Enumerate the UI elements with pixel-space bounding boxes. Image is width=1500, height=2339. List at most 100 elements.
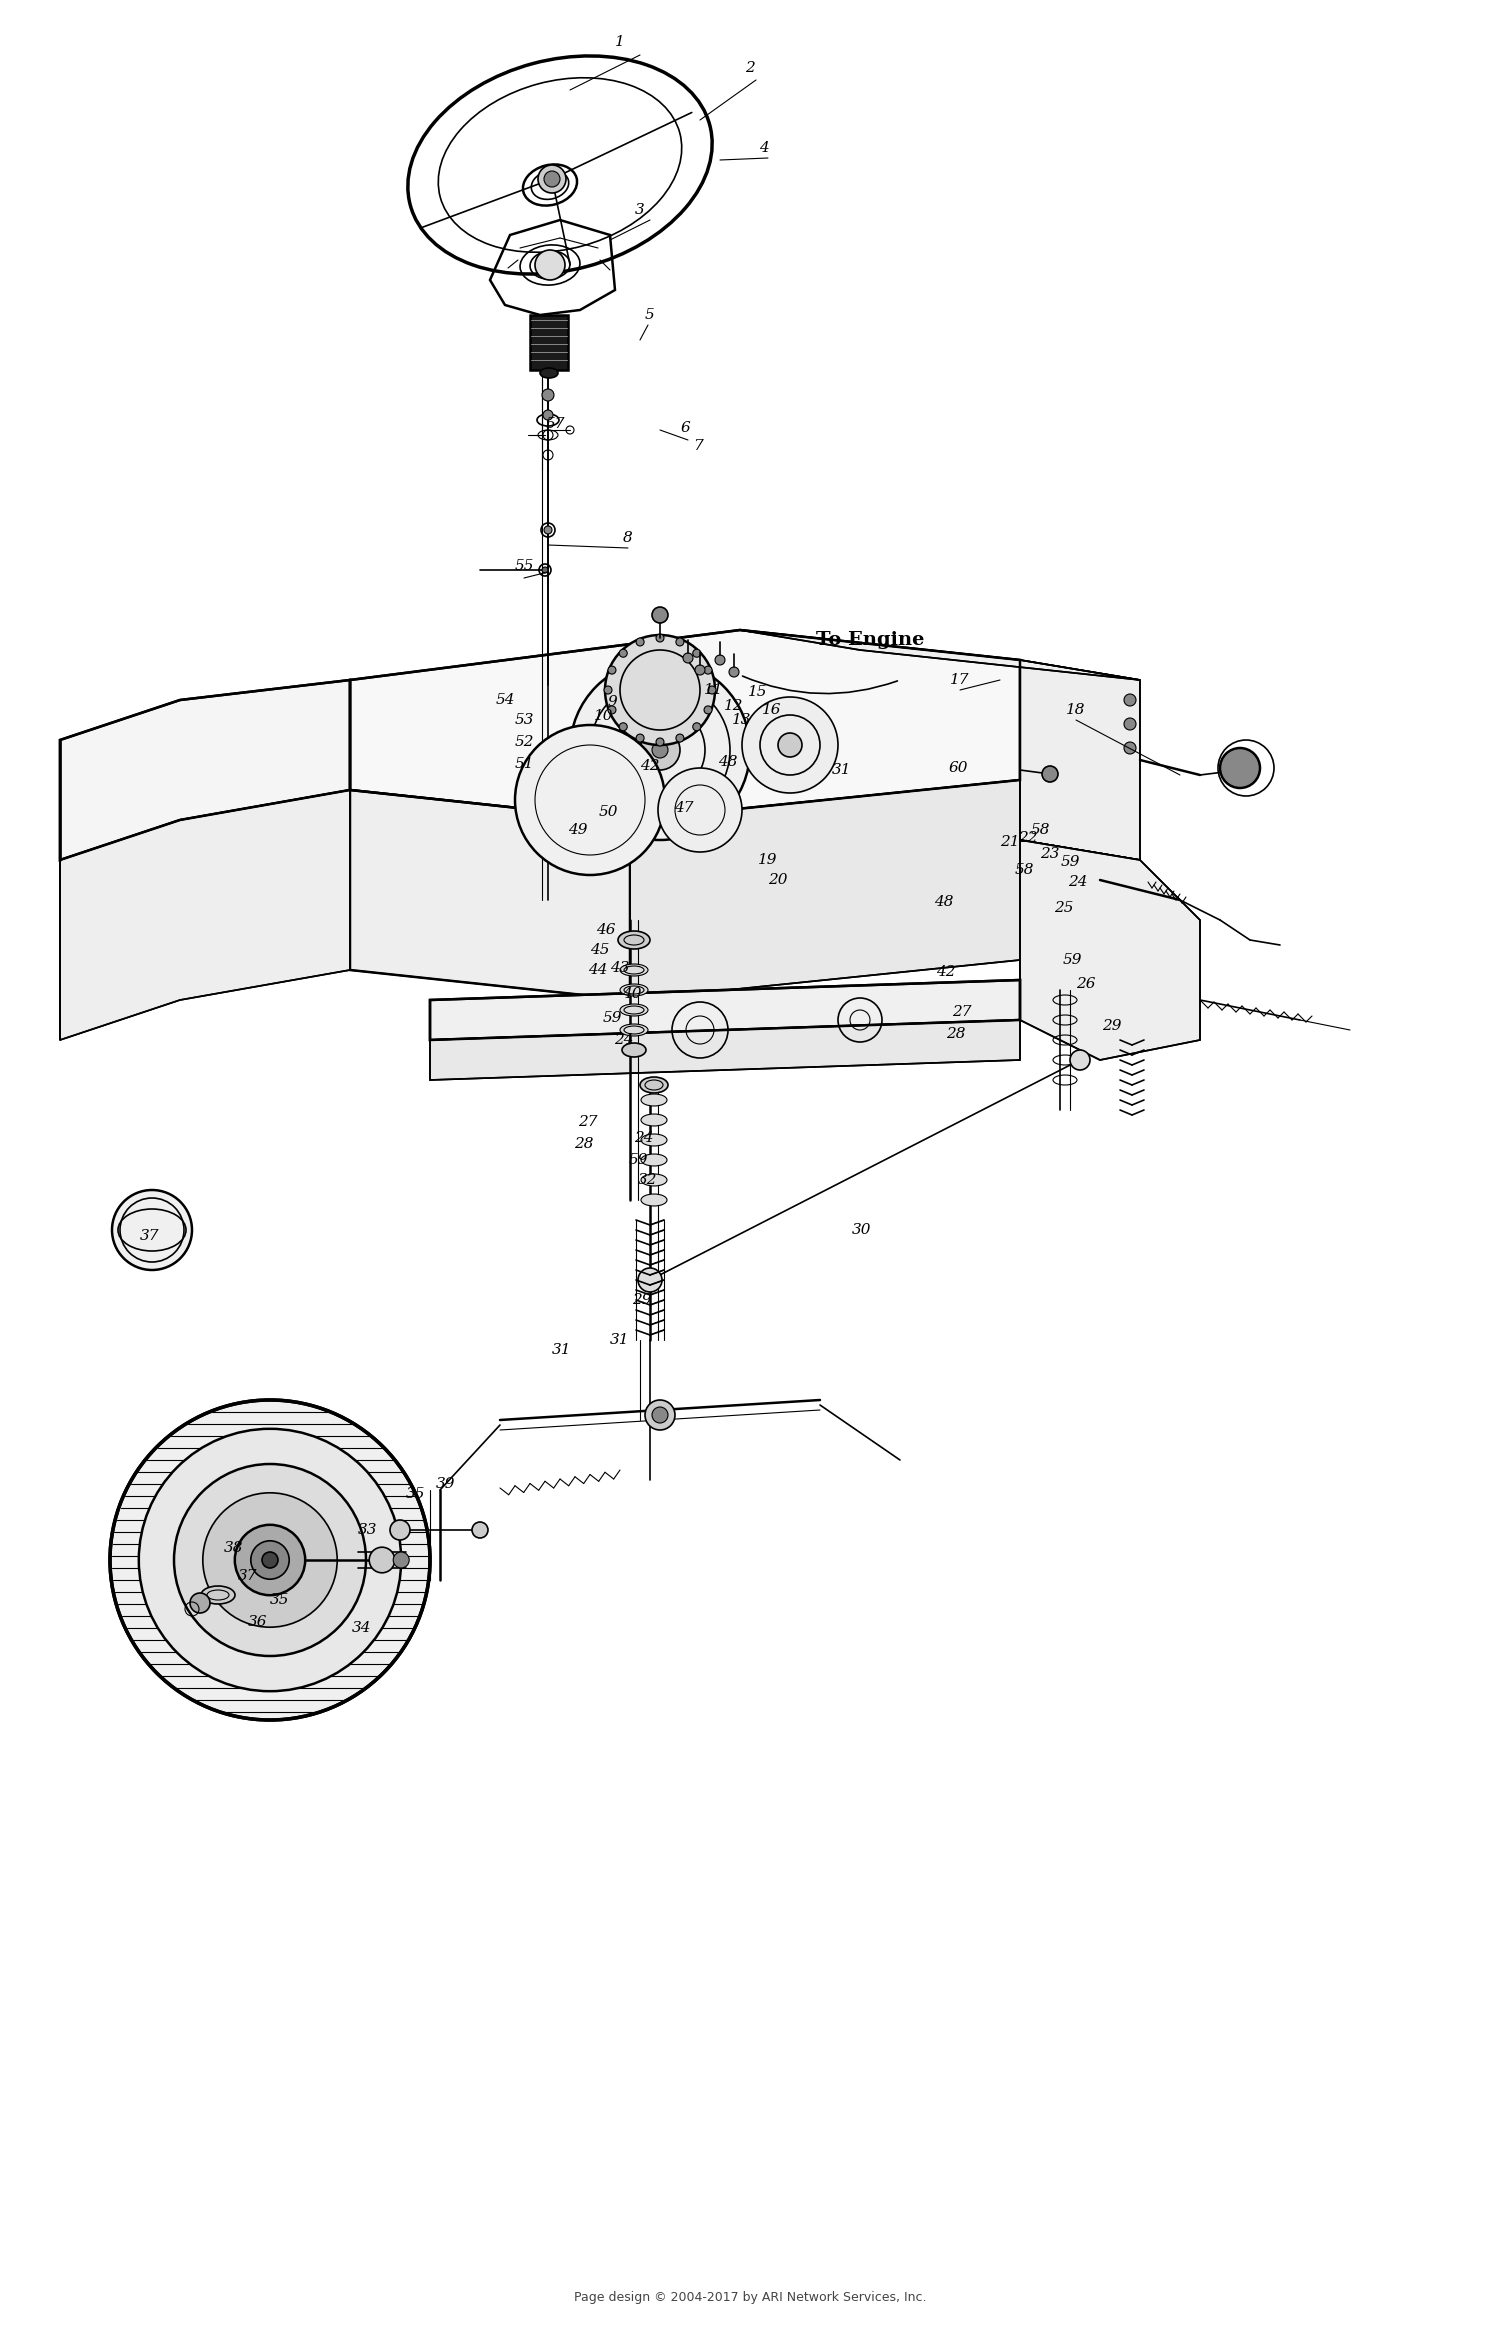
Circle shape bbox=[1124, 718, 1136, 730]
Text: 38: 38 bbox=[225, 1541, 243, 1555]
Polygon shape bbox=[350, 791, 630, 1001]
Text: 37: 37 bbox=[141, 1228, 159, 1242]
Circle shape bbox=[656, 739, 664, 746]
Circle shape bbox=[676, 734, 684, 741]
Circle shape bbox=[604, 685, 612, 695]
Ellipse shape bbox=[640, 1076, 668, 1092]
Text: 31: 31 bbox=[552, 1343, 572, 1357]
Text: 24: 24 bbox=[1068, 875, 1088, 889]
Text: 3: 3 bbox=[634, 203, 645, 218]
Bar bbox=[530, 316, 568, 370]
Text: 31: 31 bbox=[833, 763, 852, 777]
Polygon shape bbox=[60, 681, 350, 861]
Circle shape bbox=[514, 725, 664, 875]
Ellipse shape bbox=[640, 1113, 668, 1125]
Circle shape bbox=[1042, 765, 1058, 781]
Text: 59: 59 bbox=[602, 1010, 621, 1024]
Circle shape bbox=[174, 1464, 366, 1656]
Circle shape bbox=[393, 1553, 410, 1567]
Text: 32: 32 bbox=[639, 1172, 657, 1186]
Text: 50: 50 bbox=[598, 805, 618, 819]
Text: 21: 21 bbox=[1000, 835, 1020, 849]
Polygon shape bbox=[430, 980, 1020, 1041]
Text: 28: 28 bbox=[574, 1137, 594, 1151]
Circle shape bbox=[682, 653, 693, 662]
Circle shape bbox=[704, 706, 712, 713]
Text: 53: 53 bbox=[514, 713, 534, 727]
Text: 39: 39 bbox=[436, 1476, 456, 1490]
Ellipse shape bbox=[640, 1193, 668, 1207]
Text: 27: 27 bbox=[579, 1116, 597, 1130]
Text: 45: 45 bbox=[590, 943, 609, 957]
Text: 4: 4 bbox=[759, 140, 770, 154]
Text: 48: 48 bbox=[718, 755, 738, 770]
Text: 35: 35 bbox=[406, 1488, 426, 1502]
Circle shape bbox=[620, 723, 627, 730]
Circle shape bbox=[112, 1191, 192, 1270]
Circle shape bbox=[1124, 695, 1136, 706]
Polygon shape bbox=[1020, 660, 1140, 861]
Text: 22: 22 bbox=[1019, 830, 1038, 844]
Circle shape bbox=[729, 667, 740, 676]
Text: 23: 23 bbox=[1041, 847, 1059, 861]
Ellipse shape bbox=[618, 931, 650, 950]
Circle shape bbox=[251, 1541, 290, 1579]
Text: 28: 28 bbox=[946, 1027, 966, 1041]
Circle shape bbox=[620, 650, 627, 657]
Circle shape bbox=[472, 1523, 488, 1539]
Circle shape bbox=[638, 1268, 662, 1291]
Text: 24: 24 bbox=[634, 1132, 654, 1146]
Circle shape bbox=[1220, 748, 1260, 788]
Text: 42: 42 bbox=[936, 966, 956, 980]
Circle shape bbox=[742, 697, 839, 793]
Ellipse shape bbox=[620, 1003, 648, 1015]
Text: 12: 12 bbox=[724, 699, 744, 713]
Circle shape bbox=[202, 1492, 338, 1628]
Text: 11: 11 bbox=[705, 683, 723, 697]
Circle shape bbox=[544, 171, 560, 187]
Text: 44: 44 bbox=[588, 964, 608, 978]
Text: To Engine: To Engine bbox=[816, 632, 924, 648]
Circle shape bbox=[693, 723, 700, 730]
Circle shape bbox=[190, 1593, 210, 1614]
Text: 18: 18 bbox=[1066, 704, 1086, 718]
Ellipse shape bbox=[640, 1174, 668, 1186]
Circle shape bbox=[542, 388, 554, 400]
Text: 15: 15 bbox=[748, 685, 768, 699]
Text: 29: 29 bbox=[633, 1293, 651, 1308]
Text: 35: 35 bbox=[270, 1593, 290, 1607]
Text: 60: 60 bbox=[948, 760, 968, 774]
Text: 9: 9 bbox=[608, 695, 616, 709]
Text: 13: 13 bbox=[732, 713, 752, 727]
Text: 59: 59 bbox=[1062, 952, 1082, 966]
Text: 46: 46 bbox=[596, 924, 615, 938]
Text: 17: 17 bbox=[951, 674, 969, 688]
Text: 26: 26 bbox=[1077, 978, 1095, 992]
Circle shape bbox=[693, 650, 700, 657]
Circle shape bbox=[676, 639, 684, 646]
Polygon shape bbox=[350, 629, 1020, 821]
Text: 25: 25 bbox=[1054, 901, 1074, 915]
Circle shape bbox=[538, 166, 566, 194]
Circle shape bbox=[640, 730, 680, 770]
Text: 33: 33 bbox=[358, 1523, 378, 1537]
Text: 42: 42 bbox=[640, 758, 660, 772]
Ellipse shape bbox=[640, 1095, 668, 1106]
Circle shape bbox=[708, 685, 716, 695]
Circle shape bbox=[570, 660, 750, 840]
Circle shape bbox=[542, 566, 548, 573]
Circle shape bbox=[608, 667, 616, 674]
Circle shape bbox=[390, 1520, 410, 1539]
Circle shape bbox=[704, 667, 712, 674]
Circle shape bbox=[608, 706, 616, 713]
Circle shape bbox=[110, 1401, 430, 1719]
Circle shape bbox=[636, 734, 644, 741]
Text: 8: 8 bbox=[622, 531, 633, 545]
Text: 19: 19 bbox=[758, 854, 777, 868]
Text: 1: 1 bbox=[615, 35, 626, 49]
Ellipse shape bbox=[620, 964, 648, 975]
Text: 6: 6 bbox=[680, 421, 690, 435]
Polygon shape bbox=[740, 629, 1140, 681]
Text: 55: 55 bbox=[514, 559, 534, 573]
Text: 40: 40 bbox=[622, 987, 642, 1001]
